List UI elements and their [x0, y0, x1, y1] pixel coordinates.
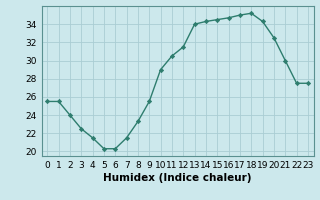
X-axis label: Humidex (Indice chaleur): Humidex (Indice chaleur)	[103, 173, 252, 183]
